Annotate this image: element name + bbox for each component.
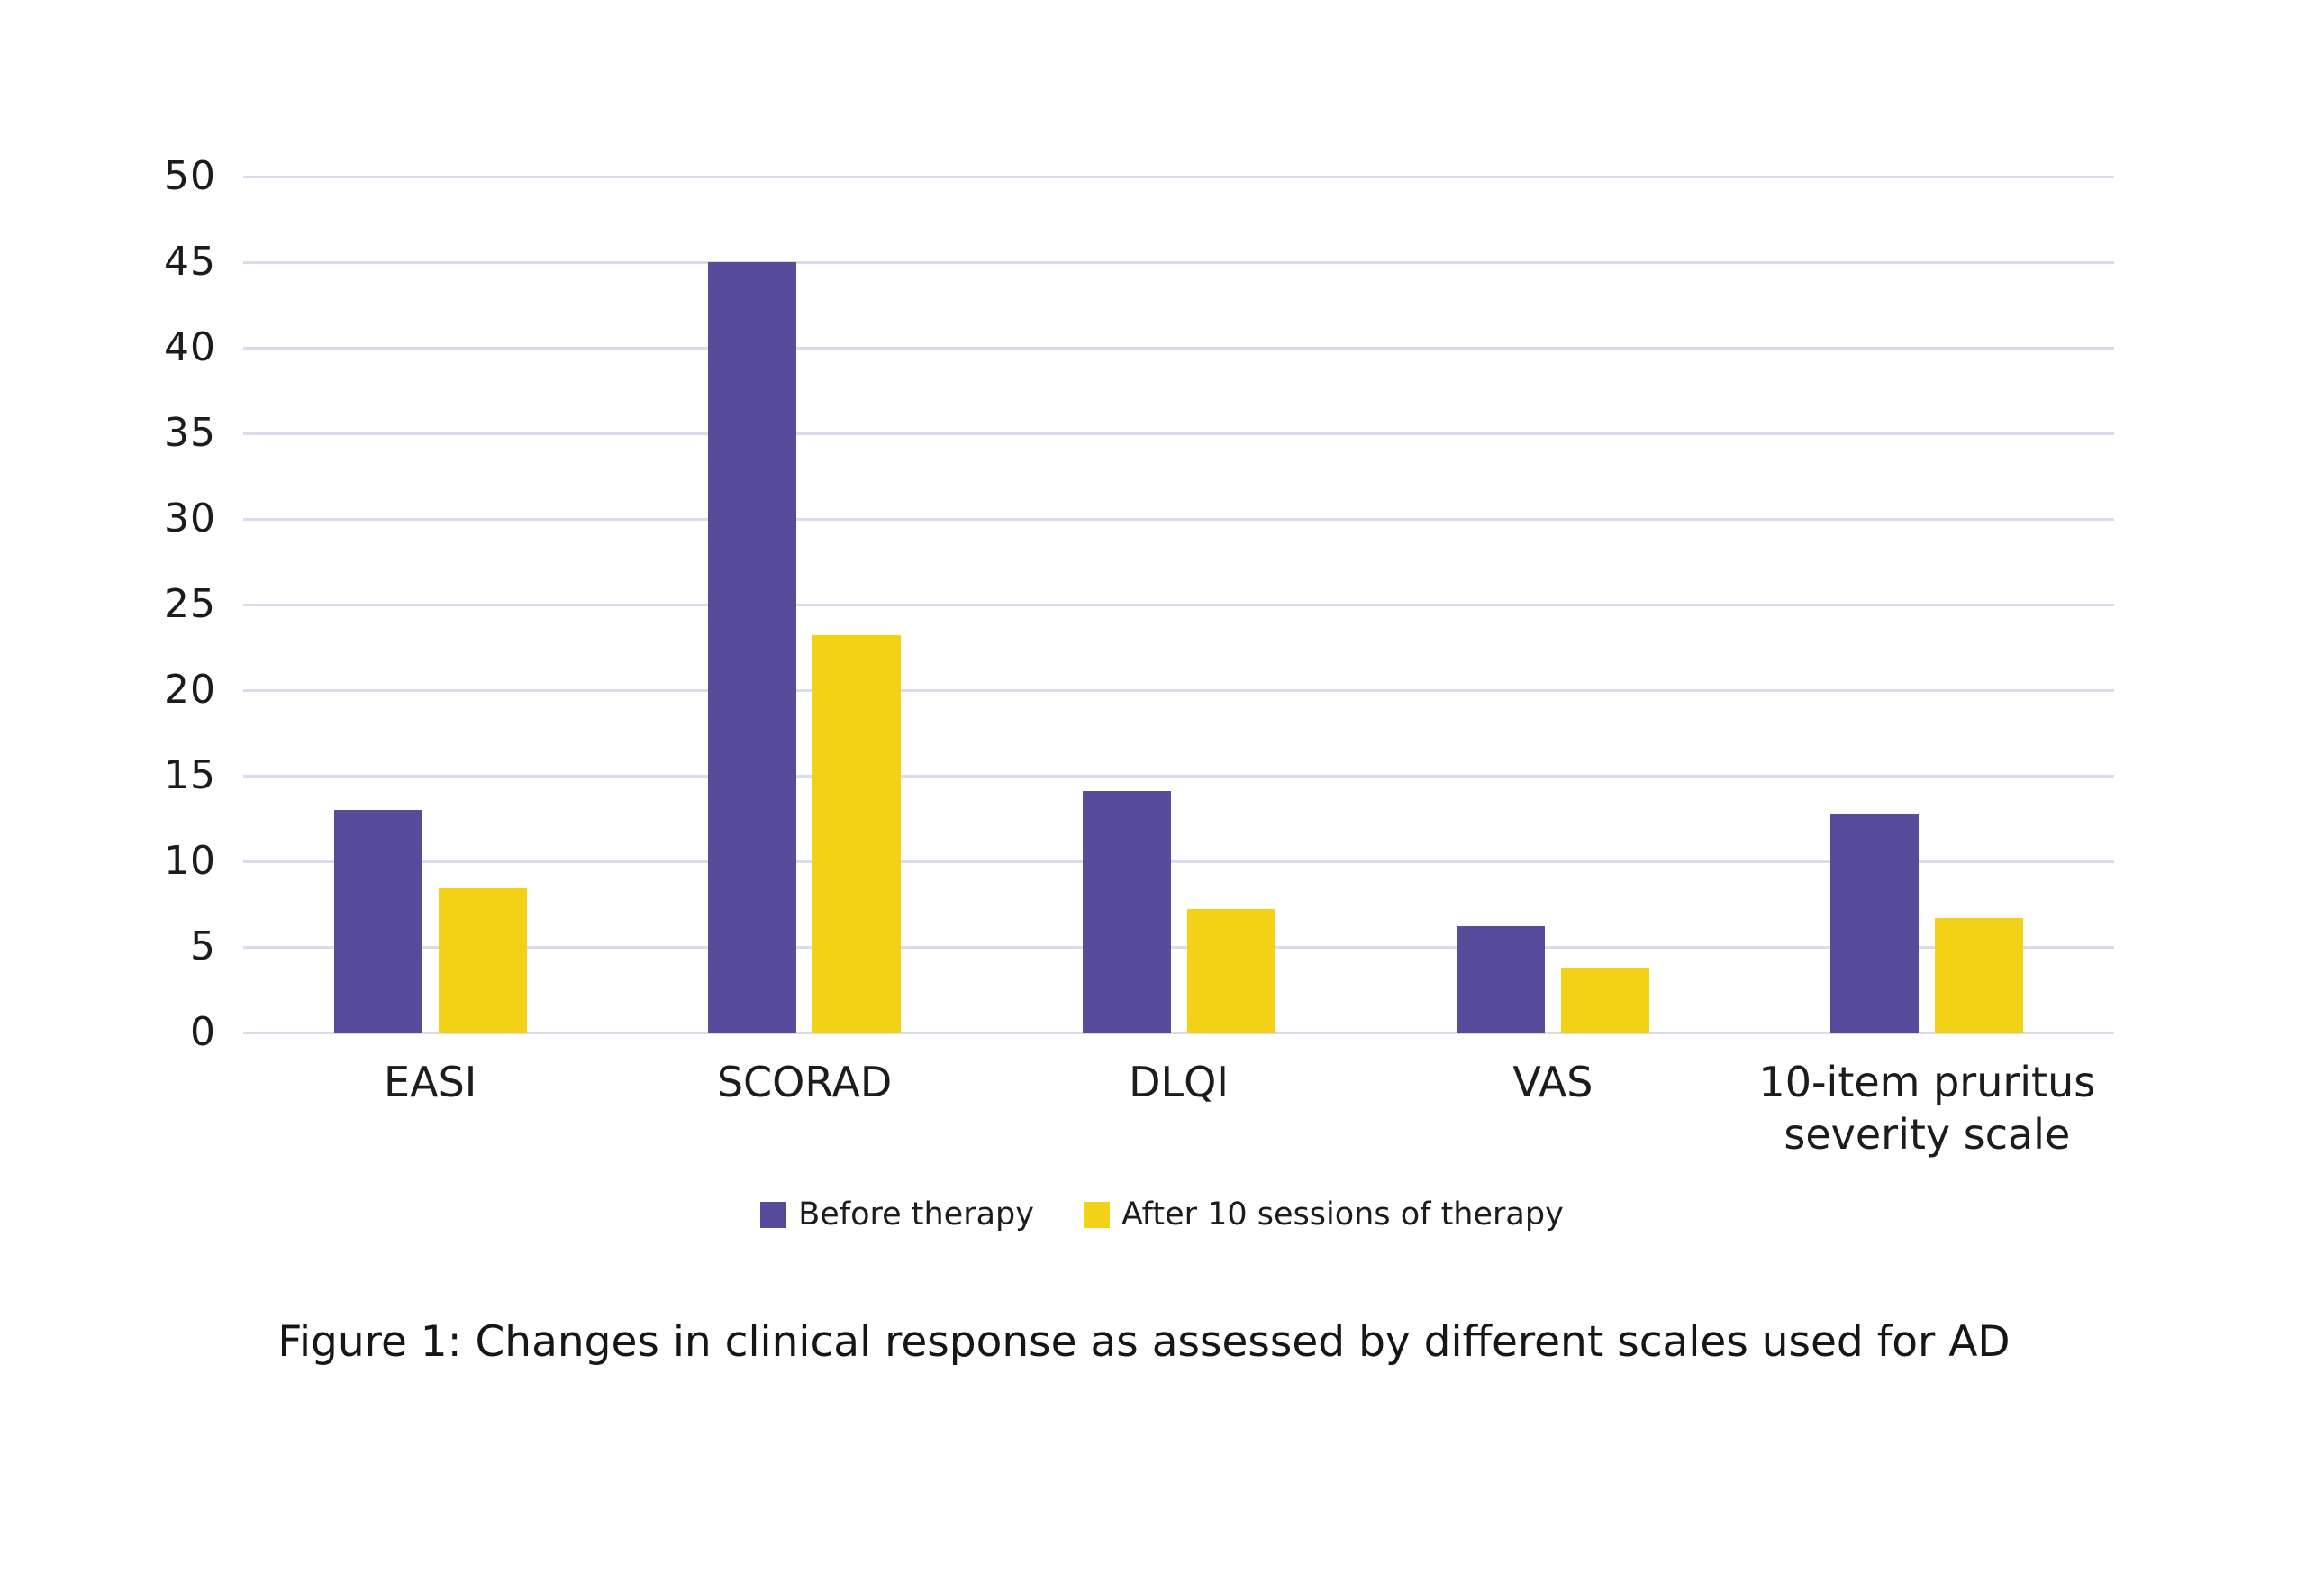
legend-item: Before therapy [760, 1196, 1034, 1233]
y-tick-label: 0 [190, 1009, 216, 1055]
bar-after-10-sessions-of-therapy [1560, 967, 1649, 1033]
x-axis-label: VAS [1366, 1056, 1739, 1160]
y-tick-label: 10 [164, 838, 216, 884]
y-axis-tick-labels: 0 5 10 15 20 25 30 35 40 45 50 [0, 153, 216, 1055]
gridline [243, 860, 2114, 863]
bar-group [992, 177, 1366, 1033]
y-tick-label: 40 [164, 324, 216, 370]
y-tick-label: 5 [190, 923, 216, 969]
x-axis-label-text: DLQI [1129, 1058, 1229, 1106]
gridline [243, 945, 2114, 949]
x-axis-label-text: SCORAD [716, 1058, 893, 1106]
bar-groups [243, 177, 2114, 1033]
bar-before-therapy [1830, 813, 1920, 1033]
x-axis-label: SCORAD [617, 1056, 991, 1160]
y-tick-label: 30 [164, 496, 216, 541]
bar-after-10-sessions-of-therapy [438, 888, 527, 1033]
x-axis-label: DLQI [992, 1056, 1366, 1160]
bar-group [617, 177, 991, 1033]
bar-after-10-sessions-of-therapy [812, 635, 902, 1033]
bar-group [243, 177, 617, 1033]
y-tick-label: 50 [164, 153, 216, 199]
bar-after-10-sessions-of-therapy [1935, 917, 2024, 1033]
legend-swatch [760, 1201, 787, 1228]
gridline [243, 432, 2114, 435]
gridline [243, 774, 2114, 778]
gridline [243, 688, 2114, 692]
x-axis-label-text: 10-item pruritus severity scale [1758, 1058, 2096, 1159]
bar-before-therapy [1456, 926, 1545, 1033]
gridline [243, 260, 2114, 264]
bar-group [1366, 177, 1739, 1033]
gridline [243, 603, 2114, 606]
gridline [243, 175, 2114, 178]
gridline [243, 517, 2114, 521]
x-axis-label-text: VAS [1512, 1058, 1593, 1106]
legend-swatch [1083, 1201, 1110, 1228]
x-axis-label: EASI [243, 1056, 617, 1160]
y-tick-label: 45 [164, 239, 216, 285]
legend: Before therapy After 10 sessions of thera… [0, 1196, 2324, 1233]
figure-caption: Figure 1: Changes in clinical response a… [277, 1317, 2011, 1367]
legend-label: Before therapy [798, 1196, 1034, 1233]
y-tick-label: 20 [164, 667, 216, 713]
plot-area [243, 175, 2114, 1034]
bar-before-therapy [1082, 791, 1171, 1033]
y-tick-label: 15 [164, 752, 216, 798]
gridline [243, 346, 2114, 350]
bar-group [1740, 177, 2114, 1033]
bar-before-therapy [708, 262, 797, 1033]
legend-label: After 10 sessions of therapy [1121, 1196, 1564, 1233]
x-axis-labels: EASI SCORAD DLQI VAS 10-item pruritus severi… [243, 1056, 2114, 1160]
y-tick-label: 35 [164, 410, 216, 456]
gridline [243, 1031, 2114, 1034]
bar-after-10-sessions-of-therapy [1186, 909, 1275, 1033]
x-axis-label: 10-item pruritus severity scale [1740, 1056, 2114, 1160]
y-tick-label: 25 [164, 581, 216, 627]
bar-before-therapy [333, 810, 422, 1033]
legend-item: After 10 sessions of therapy [1083, 1196, 1564, 1233]
x-axis-label-text: EASI [384, 1058, 477, 1106]
